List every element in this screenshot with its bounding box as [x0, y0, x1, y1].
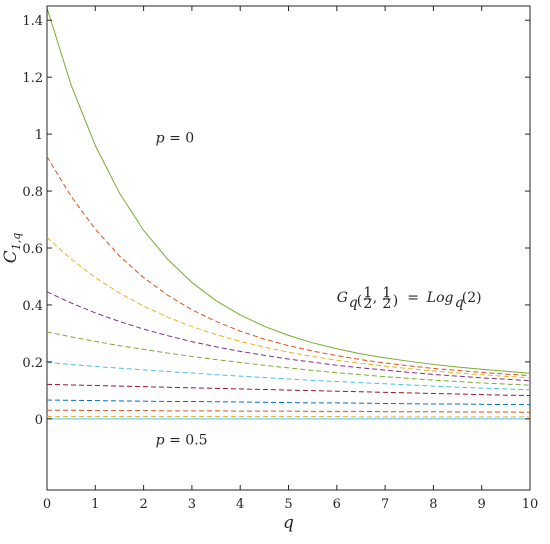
formula-frac2-num: 1 — [382, 285, 391, 301]
formula-log: Log — [426, 290, 454, 306]
x-tick-label: 0 — [43, 497, 51, 512]
formula-lparen: ( — [357, 293, 362, 309]
x-tick-label: 2 — [139, 497, 147, 512]
formula-eq: = — [403, 290, 424, 306]
y-tick-label: 1.2 — [22, 71, 43, 86]
formula-frac1-den: 2 — [363, 296, 372, 312]
annotation-p-half-var: p — [156, 432, 165, 448]
x-tick-label: 1 — [91, 497, 99, 512]
x-tick-label: 4 — [236, 497, 244, 512]
y-tick-label: 0 — [35, 413, 43, 428]
formula-sep: , — [373, 290, 382, 306]
x-axis-title: q — [283, 513, 294, 533]
annotation-p-zero-var: p — [156, 131, 165, 147]
plot-area — [46, 5, 531, 491]
formula-rparen: ) — [393, 293, 398, 309]
x-tick-label: 5 — [284, 497, 292, 512]
y-tick-label: 0.6 — [22, 242, 43, 257]
y-tick-label: 0.4 — [22, 299, 43, 314]
formula-g: G — [337, 290, 348, 306]
annotation-p-half-rel: = — [165, 432, 186, 448]
y-tick-label: 0.2 — [22, 356, 43, 371]
series-line-3 — [46, 237, 531, 379]
series-line-4 — [46, 291, 531, 382]
formula-log-sub: q — [455, 295, 464, 311]
series-line-6 — [46, 361, 531, 391]
series-layer — [46, 7, 531, 420]
annotation-p-zero: p = 0 — [156, 131, 195, 147]
annotation-p-zero-val: 0 — [185, 131, 194, 147]
annotation-p-half: p = 0.5 — [156, 432, 208, 448]
series-line-8 — [46, 399, 530, 406]
x-tick-label: 9 — [478, 497, 486, 512]
x-tick-label: 8 — [429, 497, 437, 512]
formula-frac1-num: 1 — [363, 285, 372, 301]
series-line-7 — [46, 383, 531, 396]
y-axis: 0 0.2 0.4 0.6 0.8 1 1.2 1.4 — [22, 14, 530, 428]
series-line-1 — [46, 7, 531, 374]
series-line-2 — [46, 156, 531, 377]
y-tick-label: 0.8 — [22, 185, 43, 200]
formula-arg: (2) — [462, 290, 482, 306]
formula-frac2-den: 2 — [382, 296, 391, 312]
annotation-p-zero-rel: = — [165, 131, 186, 147]
x-tick-label: 6 — [333, 497, 341, 512]
y-axis-title-main: C — [1, 250, 21, 263]
x-tick-label: 3 — [188, 497, 196, 512]
series-line-9 — [47, 409, 531, 413]
y-axis-title-sub: 1,q — [10, 233, 23, 251]
x-tick-label: 7 — [381, 497, 389, 512]
y-tick-label: 1.4 — [22, 14, 43, 29]
x-tick-label: 10 — [522, 497, 539, 512]
formula-g-sub: q — [349, 295, 358, 311]
y-tick-label: 1 — [35, 128, 43, 143]
x-axis: 0 1 2 3 4 5 6 7 8 9 10 — [43, 6, 538, 512]
series-line-5 — [46, 331, 531, 386]
y-axis-title: C1,q — [1, 233, 23, 264]
annotation-p-half-val: 0.5 — [185, 432, 207, 448]
annotation-formula: G q ( 1 2 , 1 2 ) = Log q (2) — [337, 285, 482, 312]
